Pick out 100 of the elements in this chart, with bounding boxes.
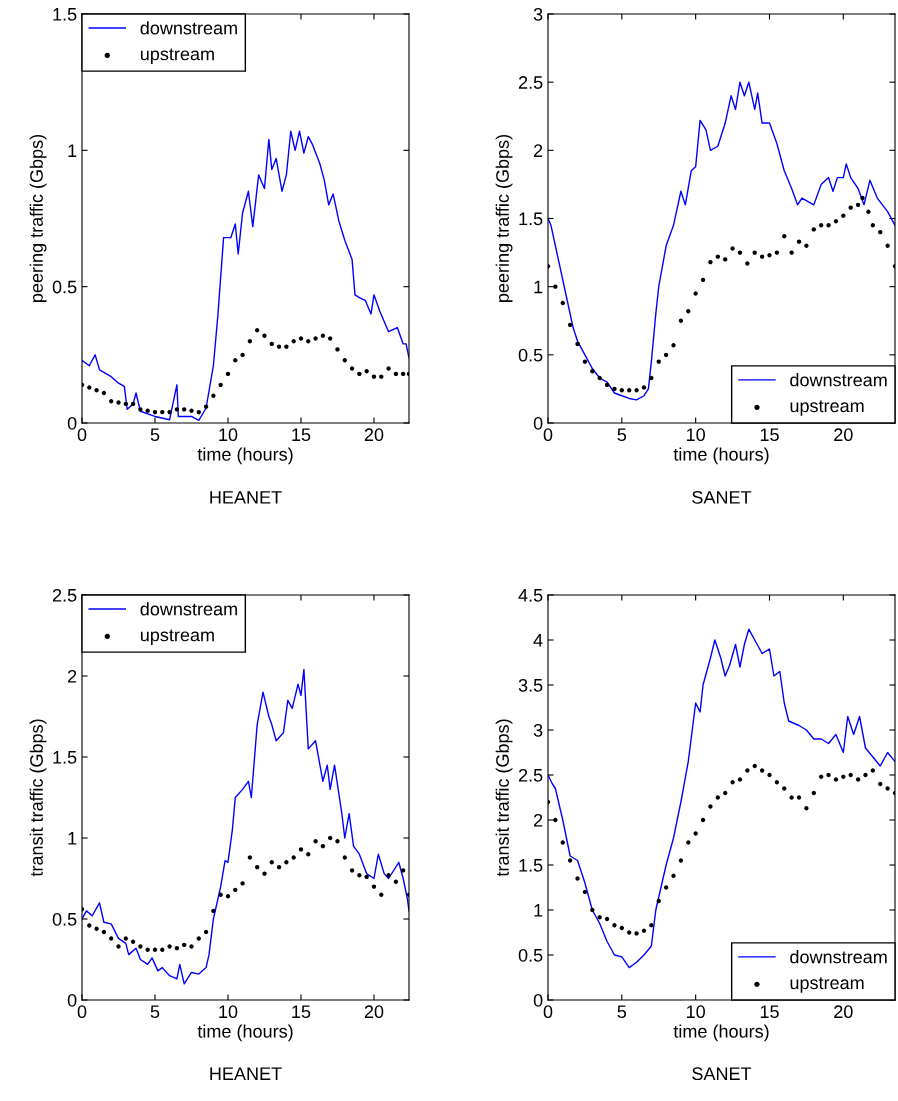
point <box>811 790 816 796</box>
point <box>225 894 231 899</box>
point <box>841 213 846 218</box>
point <box>885 243 890 248</box>
point <box>364 874 369 880</box>
point <box>218 382 223 388</box>
point <box>855 202 861 208</box>
point <box>878 781 883 787</box>
point <box>262 871 267 876</box>
x-tick-label: 15 <box>292 428 311 442</box>
y-tick-label: 2 <box>68 669 77 683</box>
point <box>612 386 617 392</box>
legend-label: downstream <box>140 21 237 35</box>
point <box>789 795 794 800</box>
point <box>233 887 238 893</box>
point <box>678 318 684 323</box>
point <box>189 408 194 413</box>
y-tick-label: 2.5 <box>518 76 543 89</box>
point <box>306 339 311 344</box>
point <box>371 884 377 889</box>
point <box>863 772 868 778</box>
point <box>94 926 99 931</box>
point <box>759 768 765 773</box>
point <box>233 358 238 363</box>
point <box>597 915 602 920</box>
point <box>723 257 728 262</box>
point <box>254 328 260 333</box>
y-tick-label: 1 <box>534 280 543 294</box>
y-axis-title: peering traffic (Gbps) <box>495 134 513 302</box>
point <box>700 817 706 823</box>
point <box>335 839 340 844</box>
point <box>167 944 172 949</box>
point <box>826 223 831 228</box>
point <box>349 868 355 873</box>
point <box>715 254 720 259</box>
point <box>138 944 143 949</box>
point <box>752 763 757 769</box>
y-tick-label: 1.5 <box>53 8 77 21</box>
point <box>349 366 355 371</box>
point <box>225 371 231 377</box>
point <box>796 239 802 244</box>
x-tick-label: 0 <box>543 428 553 442</box>
point <box>855 777 861 782</box>
point <box>306 852 311 857</box>
point <box>298 336 304 341</box>
point <box>560 300 565 306</box>
point <box>656 359 661 364</box>
point <box>641 928 647 933</box>
point <box>181 407 187 412</box>
x-axis-title: time (hours) <box>673 447 769 465</box>
point <box>386 873 391 878</box>
y-tick-label: 2.5 <box>52 588 77 602</box>
point <box>789 250 794 255</box>
y-tick-label: 3 <box>533 7 543 21</box>
x-axis-title: time (hours) <box>673 1024 769 1042</box>
y-tick-label: 1.5 <box>53 751 77 764</box>
point <box>590 907 595 913</box>
point <box>604 916 610 922</box>
point <box>745 768 750 773</box>
point <box>269 341 274 347</box>
point <box>152 947 158 952</box>
legend-label: downstream <box>790 950 887 964</box>
point <box>833 777 839 782</box>
point <box>582 889 588 895</box>
point <box>752 250 757 255</box>
point <box>678 858 684 863</box>
y-axis-title: transit traffic (Gbps) <box>495 719 513 877</box>
point <box>94 388 99 393</box>
text: SANET <box>692 490 752 504</box>
point <box>160 947 165 952</box>
point <box>885 786 890 791</box>
point <box>737 777 743 782</box>
point <box>774 250 780 255</box>
y-tick-label: 1 <box>68 144 77 157</box>
x-tick-label: 20 <box>834 428 853 442</box>
y-tick-label: 1 <box>534 904 543 917</box>
y-tick-label: 2.5 <box>518 768 543 782</box>
text: HEANET <box>210 491 282 504</box>
point <box>671 873 676 878</box>
point <box>582 359 588 364</box>
point <box>181 942 187 948</box>
point <box>174 945 180 951</box>
point <box>87 385 92 390</box>
point <box>123 936 128 941</box>
point <box>604 382 610 388</box>
y-tick-label: 0 <box>67 416 77 430</box>
point <box>818 774 824 779</box>
point <box>708 804 713 809</box>
point <box>291 339 296 344</box>
point <box>796 795 802 800</box>
point <box>400 868 406 873</box>
point <box>686 840 691 845</box>
point <box>247 339 253 344</box>
y-axis-title: transit traffic (Gbps) <box>29 719 47 877</box>
point <box>767 253 772 258</box>
point <box>291 855 296 860</box>
point <box>101 929 107 935</box>
y-tick-label: 0.5 <box>518 948 543 962</box>
point <box>833 219 839 224</box>
point <box>284 860 289 865</box>
